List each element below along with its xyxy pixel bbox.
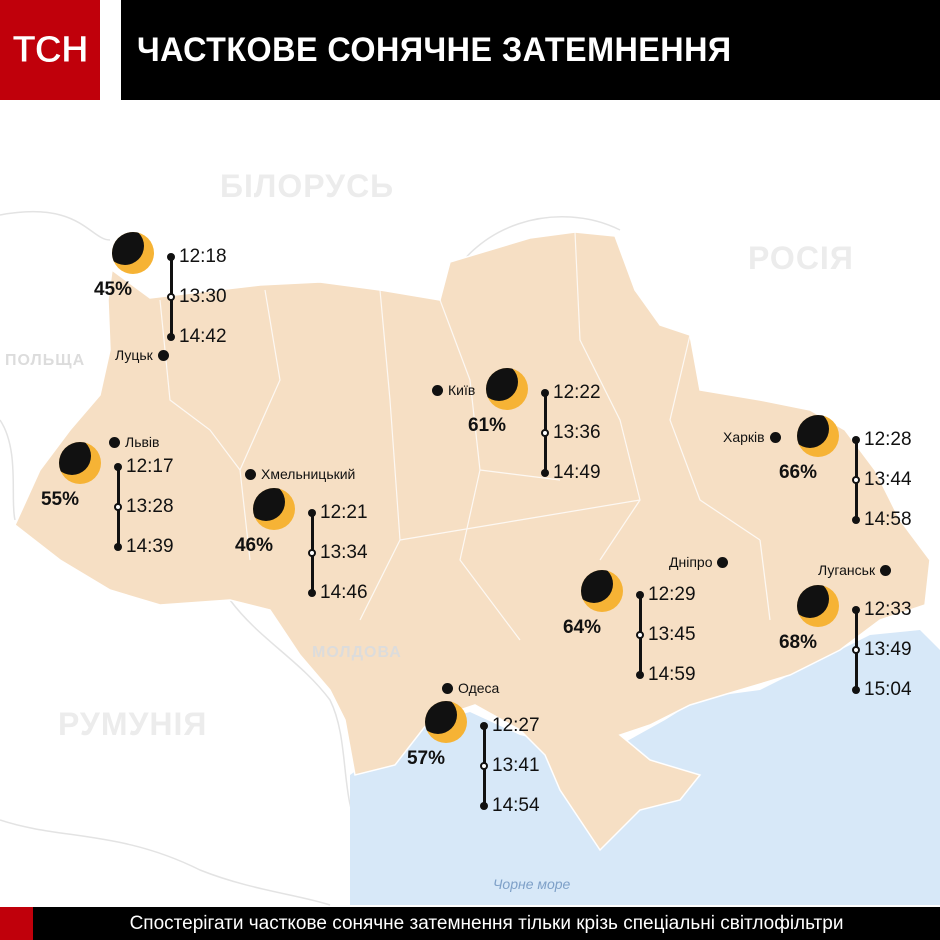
city-dot xyxy=(717,556,729,568)
city-dot xyxy=(769,431,781,443)
max-dot xyxy=(308,549,316,557)
start-time: 12:22 xyxy=(553,382,601,403)
city-dot xyxy=(442,682,453,694)
max-time: 13:30 xyxy=(179,286,227,307)
eclipse-moon-icon xyxy=(112,232,154,274)
max-time: 13:36 xyxy=(553,422,601,443)
start-dot xyxy=(852,606,860,614)
end-time: 15:04 xyxy=(864,679,912,700)
max-time: 13:49 xyxy=(864,639,912,660)
city-odesa: Одеса xyxy=(442,680,499,696)
country-label-belarus: БІЛОРУСЬ xyxy=(220,168,395,204)
eclipse-moon-icon xyxy=(486,368,528,410)
max-dot xyxy=(167,293,175,301)
end-dot xyxy=(114,543,122,551)
end-time: 14:39 xyxy=(126,536,174,557)
end-dot xyxy=(308,589,316,597)
eclipse-percent: 64% xyxy=(562,617,602,638)
end-time: 14:58 xyxy=(864,509,912,530)
start-dot xyxy=(308,509,316,517)
start-time: 12:33 xyxy=(864,599,912,620)
max-dot xyxy=(480,762,488,770)
city-dot xyxy=(109,436,120,448)
end-time: 14:46 xyxy=(320,582,368,603)
eclipse-percent: 55% xyxy=(40,489,80,510)
end-time: 14:59 xyxy=(648,664,696,685)
eclipse-percent: 61% xyxy=(467,415,507,436)
city-khmelnytskyi: Хмельницький xyxy=(245,466,355,482)
city-lutsk: Луцьк xyxy=(115,347,169,363)
city-kharkiv: Харків xyxy=(723,429,781,445)
sea-label: Чорне море xyxy=(493,876,571,892)
start-time: 12:29 xyxy=(648,584,696,605)
start-time: 12:17 xyxy=(126,456,174,477)
eclipse-moon-icon xyxy=(797,585,839,627)
start-dot xyxy=(636,591,644,599)
end-time: 14:42 xyxy=(179,326,227,347)
city-dnipro: Дніпро xyxy=(669,554,729,570)
start-dot xyxy=(167,253,175,261)
max-time: 13:34 xyxy=(320,542,368,563)
tsn-logo: ТСН xyxy=(0,0,100,100)
end-dot xyxy=(852,686,860,694)
end-dot xyxy=(541,469,549,477)
city-dot xyxy=(432,384,443,396)
end-time: 14:54 xyxy=(492,795,540,816)
eclipse-percent: 68% xyxy=(778,632,818,653)
city-dot xyxy=(245,468,256,480)
end-dot xyxy=(167,333,175,341)
start-time: 12:28 xyxy=(864,429,912,450)
eclipse-moon-icon xyxy=(797,415,839,457)
end-time: 14:49 xyxy=(553,462,601,483)
max-time: 13:45 xyxy=(648,624,696,645)
eclipse-moon-icon xyxy=(425,701,467,743)
footer-accent xyxy=(0,907,33,940)
eclipse-moon-icon xyxy=(581,570,623,612)
start-time: 12:27 xyxy=(492,715,540,736)
eclipse-moon-icon xyxy=(253,488,295,530)
country-label-poland: ПОЛЬЩА xyxy=(5,352,86,369)
city-luhansk: Луганськ xyxy=(818,562,892,578)
max-dot xyxy=(852,646,860,654)
end-dot xyxy=(480,802,488,810)
eclipse-moon-icon xyxy=(59,442,101,484)
start-time: 12:18 xyxy=(179,246,227,267)
country-label-russia: РОСІЯ xyxy=(748,240,854,276)
eclipse-percent: 57% xyxy=(406,748,446,769)
end-dot xyxy=(852,516,860,524)
start-time: 12:21 xyxy=(320,502,368,523)
max-dot xyxy=(636,631,644,639)
max-time: 13:28 xyxy=(126,496,174,517)
start-dot xyxy=(541,389,549,397)
start-dot xyxy=(480,722,488,730)
city-dot xyxy=(880,564,892,576)
city-lviv: Львів xyxy=(109,434,159,450)
end-dot xyxy=(636,671,644,679)
eclipse-percent: 46% xyxy=(234,535,274,556)
max-time: 13:44 xyxy=(864,469,912,490)
page-title: ЧАСТКОВЕ СОНЯЧНЕ ЗАТЕМНЕННЯ xyxy=(137,30,732,69)
country-label-romania: РУМУНІЯ xyxy=(58,706,208,742)
max-dot xyxy=(114,503,122,511)
max-dot xyxy=(852,476,860,484)
eclipse-percent: 66% xyxy=(778,462,818,483)
max-time: 13:41 xyxy=(492,755,540,776)
max-dot xyxy=(541,429,549,437)
eclipse-percent: 45% xyxy=(93,279,133,300)
start-dot xyxy=(114,463,122,471)
start-dot xyxy=(852,436,860,444)
ukraine-territory xyxy=(14,231,931,852)
country-label-moldova: МОЛДОВА xyxy=(312,644,402,661)
city-kyiv: Київ xyxy=(432,382,475,398)
header: ЧАСТКОВЕ СОНЯЧНЕ ЗАТЕМНЕННЯ xyxy=(121,0,940,100)
footer-note: Спостерігати часткове сонячне затемнення… xyxy=(33,907,940,940)
city-dot xyxy=(157,349,169,361)
